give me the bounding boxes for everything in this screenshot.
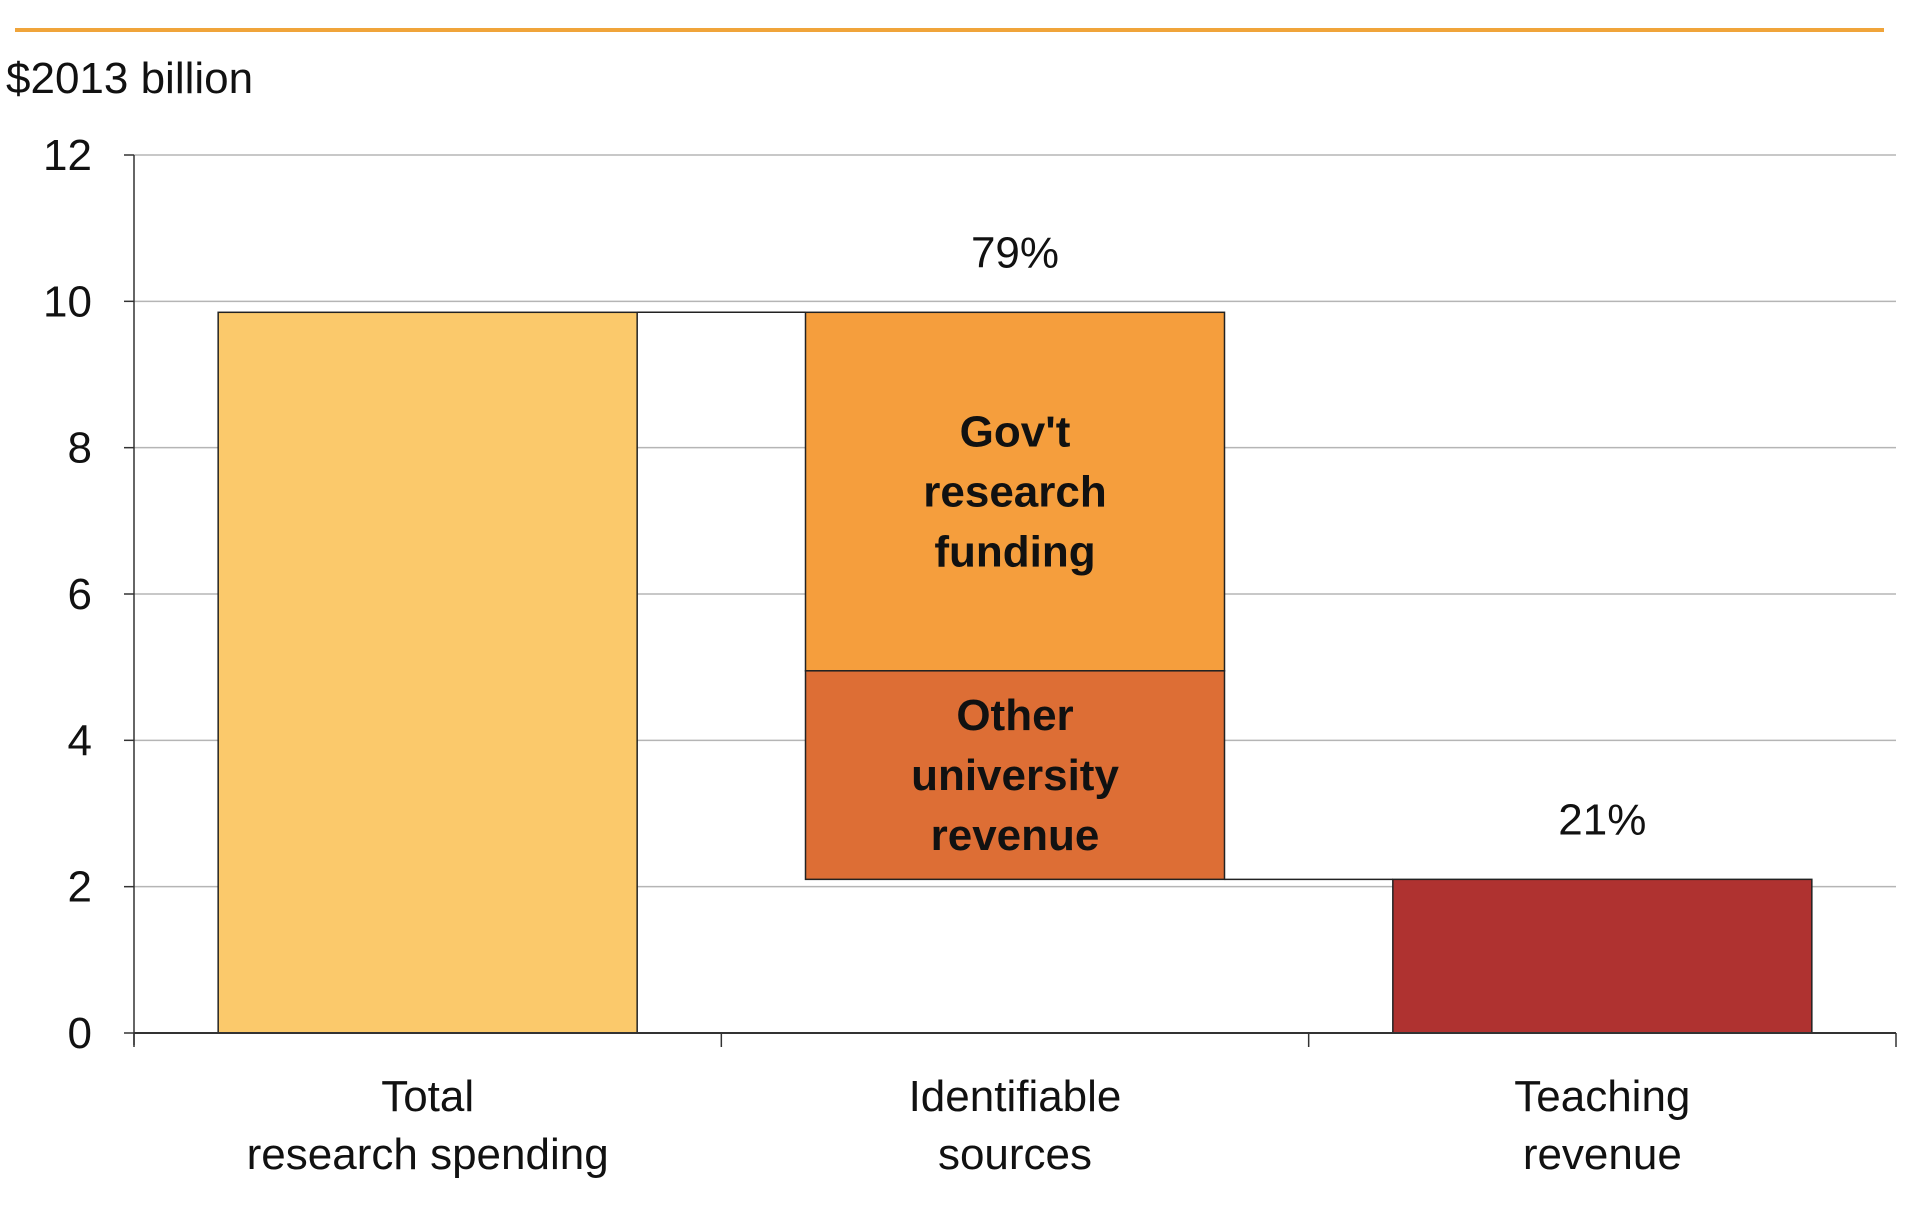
x-category-label: Total research spending (247, 1072, 609, 1179)
y-tick-label: 2 (68, 863, 92, 912)
bar-segment-label: Gov't research funding (923, 408, 1106, 577)
percent-annotation: 21% (1558, 795, 1646, 844)
bar (804, 311, 1226, 672)
percent-annotation: 79% (971, 228, 1059, 277)
y-tick-label: 4 (68, 716, 92, 765)
bar (217, 311, 638, 1034)
bar-segment-label: Other university revenue (911, 691, 1119, 860)
y-tick-label: 0 (68, 1009, 92, 1058)
y-tick-label: 10 (43, 277, 92, 326)
x-category-label: Teaching revenue (1514, 1072, 1690, 1179)
y-axis-unit-label: $2013 billion (6, 54, 253, 103)
bar (1392, 878, 1813, 1034)
x-category-label: Identifiable sources (909, 1072, 1122, 1179)
y-tick-label: 8 (68, 424, 92, 473)
y-tick-label: 6 (68, 570, 92, 619)
y-tick-label: 12 (43, 131, 92, 180)
bar (804, 670, 1226, 881)
